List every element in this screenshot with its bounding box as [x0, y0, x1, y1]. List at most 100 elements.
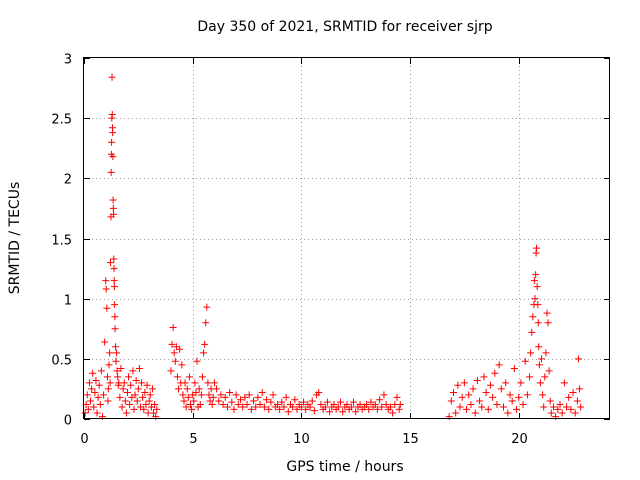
data-point [226, 389, 234, 397]
data-point [113, 367, 121, 375]
data-point [104, 397, 112, 405]
data-point [180, 397, 188, 405]
data-point [219, 401, 227, 409]
data-point [111, 313, 119, 321]
data-point [473, 376, 481, 384]
data-point [132, 376, 140, 384]
data-point [323, 398, 331, 406]
data-point [184, 393, 192, 401]
data-point [291, 396, 299, 404]
data-point [476, 397, 484, 405]
data-point [185, 373, 193, 381]
data-point [454, 381, 462, 389]
data-point [107, 259, 115, 267]
data-point [102, 277, 110, 285]
data-point [546, 397, 554, 405]
data-point [541, 373, 549, 381]
data-point [236, 396, 244, 404]
data-point [289, 403, 297, 411]
data-point [127, 381, 135, 389]
data-point [486, 381, 494, 389]
data-point [193, 357, 201, 365]
data-point [533, 244, 541, 252]
data-point [389, 409, 397, 417]
data-point [101, 338, 109, 346]
data-point [254, 393, 262, 401]
data-point [107, 168, 115, 176]
data-point [393, 393, 401, 401]
y-tick-label: 1 [64, 294, 72, 309]
data-point [243, 401, 251, 409]
data-point [118, 403, 126, 411]
data-point [395, 405, 403, 413]
data-point [482, 389, 490, 397]
data-point [217, 391, 225, 399]
data-point [191, 379, 199, 387]
data-point [108, 138, 116, 146]
data-point [148, 385, 156, 393]
data-point [228, 398, 236, 406]
data-point [106, 349, 114, 357]
data-point [531, 295, 539, 303]
data-point [450, 389, 458, 397]
data-point [563, 403, 571, 411]
data-point [280, 403, 288, 411]
data-point [230, 405, 238, 413]
data-point [192, 389, 200, 397]
data-point [247, 405, 255, 413]
data-point [499, 403, 507, 411]
data-point [94, 393, 102, 401]
data-point [84, 405, 92, 413]
data-point [554, 405, 562, 413]
data-point [108, 111, 116, 119]
data-point [195, 385, 203, 393]
data-point [113, 349, 121, 357]
data-point [103, 373, 111, 381]
data-point [484, 405, 492, 413]
data-point [110, 277, 118, 285]
data-point [350, 398, 358, 406]
data-point [138, 379, 146, 387]
data-point [134, 385, 142, 393]
data-point [200, 349, 208, 357]
y-tick-label: 2.5 [51, 113, 72, 128]
data-point [182, 403, 190, 411]
data-point [260, 403, 268, 411]
grid [84, 58, 610, 419]
data-point [89, 369, 97, 377]
data-point [256, 401, 264, 409]
data-point [321, 403, 329, 411]
data-point [250, 397, 258, 405]
x-tick-label: 15 [402, 432, 419, 447]
data-point [519, 401, 527, 409]
data-point [297, 403, 305, 411]
data-point [87, 397, 95, 405]
data-point [110, 283, 118, 291]
data-point [278, 398, 286, 406]
y-tick-label: 0.5 [51, 354, 72, 369]
data-point [573, 397, 581, 405]
data-point [241, 393, 249, 401]
data-point [367, 398, 375, 406]
data-point [502, 379, 510, 387]
data-point [203, 303, 211, 311]
data-point [456, 403, 464, 411]
data-point [145, 397, 153, 405]
data-point [232, 391, 240, 399]
data-point [269, 391, 277, 399]
data-point [102, 285, 110, 293]
data-point [202, 319, 210, 327]
data-point [210, 379, 218, 387]
data-point [103, 304, 111, 312]
data-point [105, 361, 113, 369]
data-point [506, 391, 514, 399]
data-point [88, 385, 96, 393]
data-point [571, 409, 579, 417]
data-point [497, 385, 505, 393]
data-point [480, 373, 488, 381]
data-point [221, 393, 229, 401]
data-point [245, 391, 253, 399]
data-point [176, 345, 184, 353]
data-point [81, 409, 89, 417]
